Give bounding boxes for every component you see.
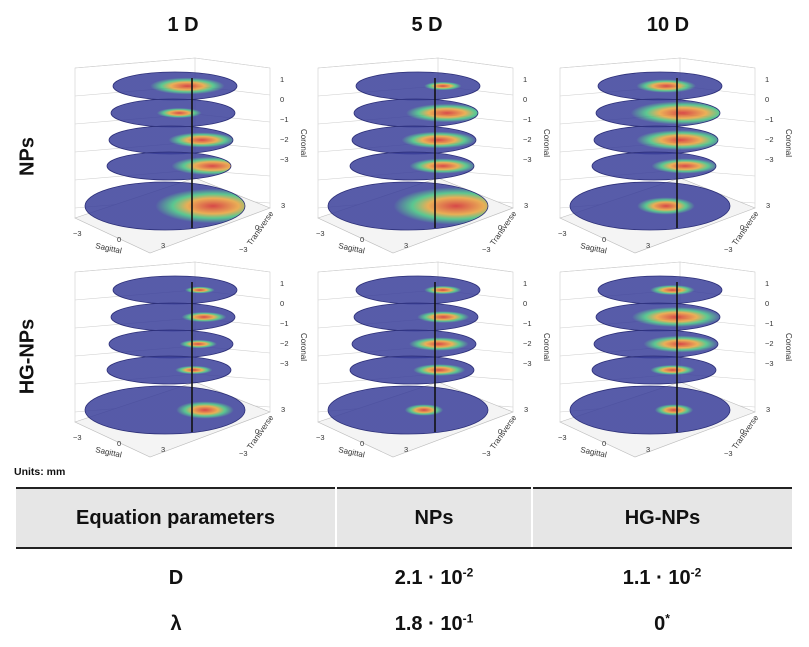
parameters-table: Equation parameters NPs HG-NPs D 2.1 · 1… xyxy=(16,487,792,647)
coronal-tick: 0 xyxy=(523,95,527,104)
transverse-tick: −3 xyxy=(724,245,733,254)
coronal-tick: 1 xyxy=(280,279,284,288)
coronal-axis-label: Coronal xyxy=(784,333,793,361)
coronal-tick: −2 xyxy=(280,339,289,348)
slice-stack-plot: 10−1−2−3Coronal−303Sagittal30−3Transvers… xyxy=(540,58,790,258)
row-label-hg-nps: HG-NPs xyxy=(17,297,40,417)
sagittal-tick: 3 xyxy=(646,445,650,454)
sagittal-tick: −3 xyxy=(316,433,325,442)
coronal-tick: −3 xyxy=(765,155,774,164)
table-row: λ 1.8 · 10-1 0* xyxy=(16,601,792,647)
panel-hgnps-5d: 1 0 −1 −2 −3 Coronal −3 0 3 Sagittal 3 0 −3 Transvers… xyxy=(298,262,548,462)
coronal-tick: −2 xyxy=(765,135,774,144)
sagittal-tick: 0 xyxy=(117,235,121,244)
slice-stack-plot: 10−1−2−3Coronal−303Sagittal30−3Transvers… xyxy=(298,262,548,462)
coronal-tick: 1 xyxy=(523,279,527,288)
header-nps: NPs xyxy=(336,488,532,548)
sagittal-tick: 3 xyxy=(161,241,165,250)
row-label-nps: NPs xyxy=(17,97,40,217)
coronal-axis-label: Coronal xyxy=(784,129,793,157)
slice-stack-plot: 10−1−2−3Coronal−303Sagittal30−3Transvers… xyxy=(55,58,305,258)
sagittal-tick: 0 xyxy=(602,235,606,244)
coronal-tick: −2 xyxy=(523,339,532,348)
units-note: Units: mm xyxy=(14,466,65,478)
param-name: D xyxy=(16,548,336,601)
column-title-1d: 1 D xyxy=(123,14,243,37)
transverse-tick: −3 xyxy=(482,245,491,254)
coronal-tick: 0 xyxy=(523,299,527,308)
param-hgnps-value: 0* xyxy=(532,601,792,647)
sagittal-tick: 0 xyxy=(360,439,364,448)
sagittal-tick: 0 xyxy=(602,439,606,448)
table-row: D 2.1 · 10-2 1.1 · 10-2 xyxy=(16,548,792,601)
coronal-tick: 1 xyxy=(280,75,284,84)
column-title-10d: 10 D xyxy=(608,14,728,37)
panel-nps-1d: 1 0 −1 −2 −3 Coronal −3 0 3 Sagittal 3 0 −3 Transvers… xyxy=(55,58,305,258)
param-name: λ xyxy=(16,601,336,647)
transverse-tick: 3 xyxy=(524,405,528,414)
sagittal-tick: −3 xyxy=(73,229,82,238)
sagittal-tick: −3 xyxy=(558,229,567,238)
transverse-tick: 3 xyxy=(524,201,528,210)
coronal-tick: 1 xyxy=(765,279,769,288)
panel-hgnps-10d: 1 0 −1 −2 −3 Coronal −3 0 3 Sagittal 3 0 −3 Transvers… xyxy=(540,262,790,462)
transverse-tick: −3 xyxy=(724,449,733,458)
coronal-tick: 0 xyxy=(280,299,284,308)
sagittal-tick: −3 xyxy=(558,433,567,442)
panel-hgnps-1d: 1 0 −1 −2 −3 Coronal −3 0 3 Sagittal 3 0 −3 Transvers… xyxy=(55,262,305,462)
coronal-tick: −1 xyxy=(280,319,289,328)
sagittal-tick: 3 xyxy=(161,445,165,454)
coronal-tick: −1 xyxy=(765,115,774,124)
slice-stack-plot: 10−1−2−3Coronal−303Sagittal30−3Transvers… xyxy=(298,58,548,258)
param-nps-value: 1.8 · 10-1 xyxy=(336,601,532,647)
coronal-tick: −2 xyxy=(523,135,532,144)
column-title-5d: 5 D xyxy=(367,14,487,37)
coronal-tick: −1 xyxy=(765,319,774,328)
sagittal-tick: 3 xyxy=(646,241,650,250)
transverse-tick: 3 xyxy=(766,405,770,414)
transverse-tick: 3 xyxy=(766,201,770,210)
coronal-tick: −2 xyxy=(765,339,774,348)
table-header-row: Equation parameters NPs HG-NPs xyxy=(16,488,792,548)
param-nps-value: 2.1 · 10-2 xyxy=(336,548,532,601)
header-hg-nps: HG-NPs xyxy=(532,488,792,548)
sagittal-tick: 3 xyxy=(404,241,408,250)
transverse-tick: −3 xyxy=(239,245,248,254)
sagittal-tick: 0 xyxy=(117,439,121,448)
coronal-tick: 0 xyxy=(765,299,769,308)
coronal-tick: −3 xyxy=(280,359,289,368)
coronal-tick: −1 xyxy=(523,319,532,328)
panel-nps-10d: 1 0 −1 −2 −3 Coronal −3 0 3 Sagittal 3 0 −3 Transvers… xyxy=(540,58,790,258)
param-hgnps-value: 1.1 · 10-2 xyxy=(532,548,792,601)
coronal-tick: −3 xyxy=(765,359,774,368)
coronal-tick: −2 xyxy=(280,135,289,144)
slice-stack-plot: 10−1−2−3Coronal−303Sagittal30−3Transvers… xyxy=(540,262,790,462)
sagittal-tick: −3 xyxy=(316,229,325,238)
transverse-tick: −3 xyxy=(239,449,248,458)
coronal-tick: −1 xyxy=(523,115,532,124)
slice-stack-plot: 10−1−2−3Coronal−303Sagittal30−3Transvers… xyxy=(55,262,305,462)
sagittal-tick: 3 xyxy=(404,445,408,454)
coronal-tick: 0 xyxy=(765,95,769,104)
coronal-tick: −1 xyxy=(280,115,289,124)
transverse-tick: 3 xyxy=(281,201,285,210)
coronal-tick: 1 xyxy=(765,75,769,84)
transverse-tick: −3 xyxy=(482,449,491,458)
coronal-tick: −3 xyxy=(523,155,532,164)
coronal-tick: −3 xyxy=(280,155,289,164)
coronal-tick: 1 xyxy=(523,75,527,84)
transverse-tick: 3 xyxy=(281,405,285,414)
coronal-tick: 0 xyxy=(280,95,284,104)
header-equation-parameters: Equation parameters xyxy=(16,488,336,548)
coronal-tick: −3 xyxy=(523,359,532,368)
panel-nps-5d: 1 0 −1 −2 −3 Coronal −3 0 3 Sagittal 3 0 −3 Transvers… xyxy=(298,58,548,258)
sagittal-tick: −3 xyxy=(73,433,82,442)
sagittal-tick: 0 xyxy=(360,235,364,244)
